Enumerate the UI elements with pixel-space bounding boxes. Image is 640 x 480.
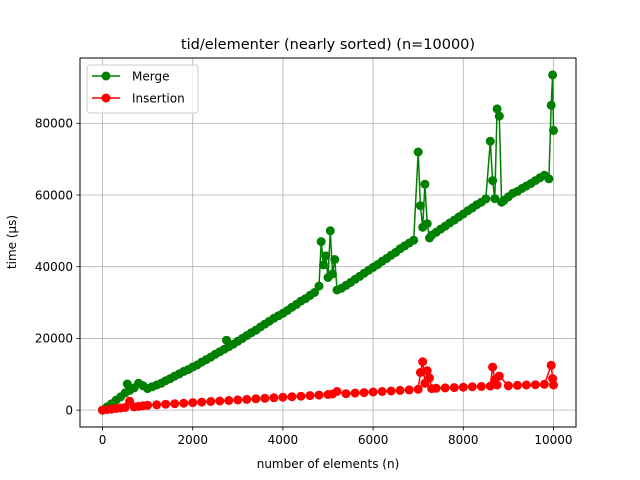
data-point-merge [548,70,558,80]
data-point-merge [485,136,495,146]
data-point-insertion [224,396,234,405]
data-point-merge [409,235,419,245]
data-point-insertion [188,398,198,408]
data-point-insertion [530,380,540,390]
data-point-insertion [296,391,306,401]
data-point-insertion [425,373,434,383]
data-point-insertion [377,387,387,396]
y-tick-label: 20000 [35,332,73,346]
data-point-insertion [170,399,180,409]
data-point-insertion [350,388,360,398]
data-point-insertion [546,360,556,370]
y-axis-label: time (µs) [5,215,19,269]
data-point-merge [488,176,498,186]
x-axis-label: number of elements (n) [257,457,400,471]
data-point-insertion [440,383,450,393]
data-point-insertion [413,384,423,394]
data-point-merge [481,194,491,204]
x-tick-label: 4000 [268,433,299,447]
x-tick-label: 0 [99,433,107,447]
data-point-merge [330,255,340,264]
data-point-merge [328,269,337,279]
legend: Merge Insertion [86,64,199,114]
plot-frame [79,57,577,428]
data-point-insertion [359,388,369,398]
data-point-insertion [422,366,432,376]
data-point-insertion [260,393,270,403]
data-point-insertion [386,386,396,396]
data-point-merge [490,194,500,204]
data-point-merge [492,104,502,114]
series-layer [98,70,558,415]
data-point-merge [321,251,331,261]
data-point-insertion [152,400,162,410]
x-tick-label: 6000 [358,433,389,447]
data-point-insertion [467,382,477,392]
x-tick-label: 10000 [534,433,572,447]
data-point-insertion [458,382,468,392]
data-point-insertion [512,380,522,390]
data-point-merge [494,111,504,121]
data-point-insertion [120,403,130,412]
data-point-insertion [215,396,225,406]
data-point-merge [415,201,425,211]
data-point-merge [316,237,326,247]
y-tick-label: 60000 [35,188,73,202]
data-point-insertion [485,381,495,391]
data-point-insertion [278,392,288,402]
data-point-insertion [521,380,531,390]
data-point-insertion [197,397,207,407]
data-point-insertion [539,379,549,389]
data-point-insertion [415,368,425,377]
data-point-merge [314,281,324,291]
data-point-insertion [449,383,459,393]
data-point-insertion [395,385,405,395]
legend-merge-marker [101,71,111,81]
data-point-insertion [179,398,189,408]
data-point-insertion [287,392,297,402]
data-point-insertion [269,393,279,403]
data-point-insertion [143,400,153,410]
data-point-merge [544,174,554,184]
data-point-insertion [251,394,261,404]
data-point-merge [549,125,558,135]
data-point-insertion [431,383,441,393]
legend-insertion-label: Insertion [132,92,185,106]
legend-merge-label: Merge [132,70,169,84]
y-tick-label: 0 [65,403,73,417]
data-point-insertion [242,394,252,404]
data-point-merge [325,226,335,236]
data-point-merge [422,219,432,229]
data-point-insertion [233,395,243,405]
data-point-merge [310,288,319,297]
x-tick-label: 2000 [177,433,208,447]
data-point-insertion [206,397,216,406]
data-point-insertion [332,387,342,396]
data-point-insertion [404,385,414,395]
data-point-insertion [476,382,486,391]
data-point-insertion [418,357,428,367]
data-point-insertion [341,389,351,399]
data-point-insertion [549,380,558,390]
data-point-insertion [488,362,498,372]
chart-title: tid/elementer (nearly sorted) (n=10000) [181,37,475,53]
data-point-insertion [368,387,378,397]
data-point-insertion [305,391,315,401]
data-point-merge [546,100,556,110]
y-tick-label: 80000 [35,117,73,131]
data-point-merge [319,260,328,270]
legend-insertion-marker [101,93,111,103]
tick-layer: 0 2000 4000 6000 8000 10000 0 20000 40000 60000 80… [35,117,573,447]
data-point-insertion [503,381,513,391]
data-point-insertion [492,380,502,390]
data-point-merge [413,147,423,157]
data-point-merge [420,179,430,189]
data-point-insertion [161,399,171,409]
legend-box [86,64,199,114]
data-point-insertion [314,390,324,400]
data-point-insertion [494,371,504,381]
x-tick-label: 8000 [448,433,479,447]
y-tick-label: 40000 [35,260,73,274]
